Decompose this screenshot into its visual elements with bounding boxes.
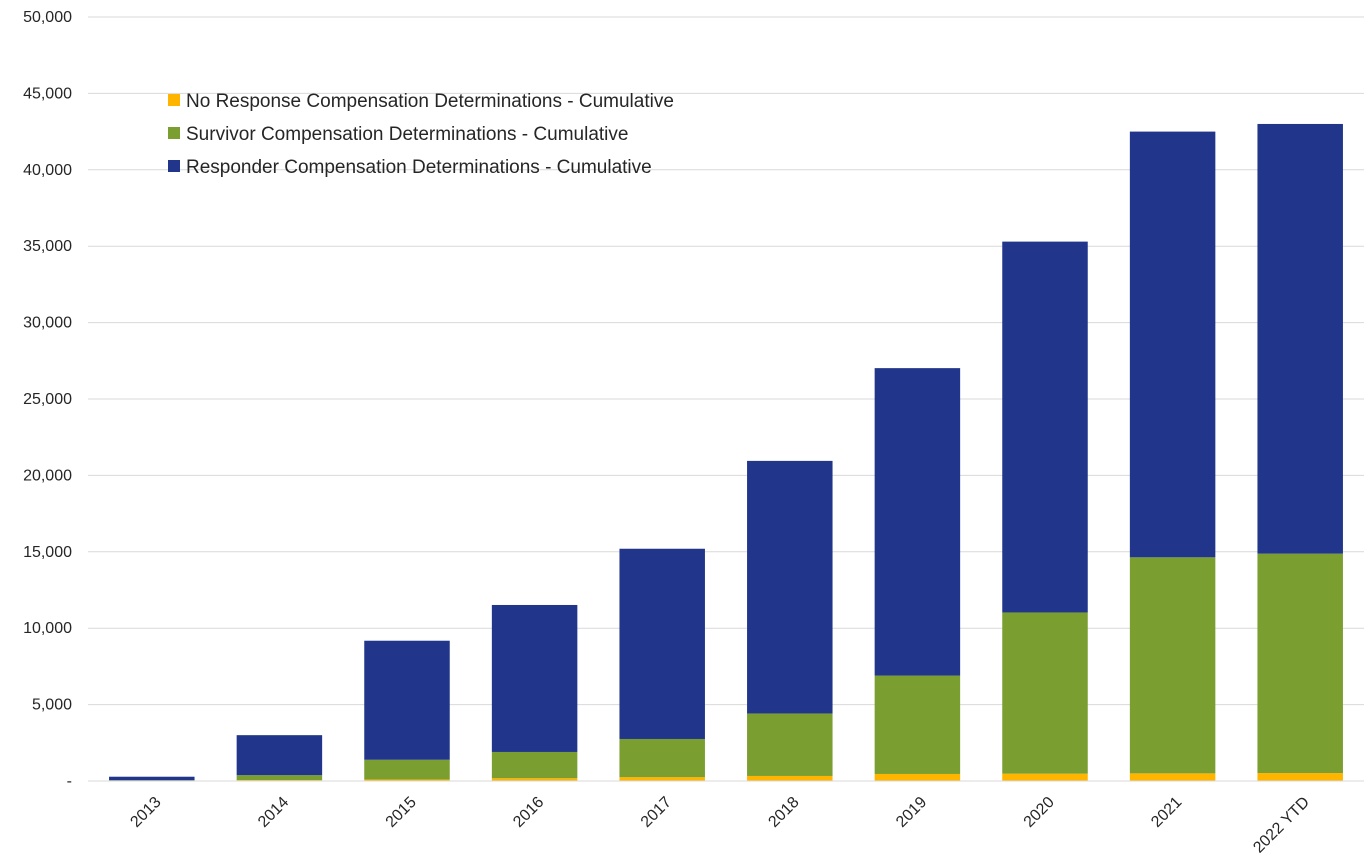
bar-segment-survivor xyxy=(1257,553,1343,774)
legend-swatch xyxy=(168,127,180,139)
bar-segment-survivor xyxy=(1129,557,1216,774)
legend-swatch xyxy=(168,160,180,172)
x-tick-label: 2020 xyxy=(1021,794,1058,831)
legend-label: No Response Compensation Determinations … xyxy=(186,91,674,112)
bar-segment-no-response xyxy=(1002,773,1088,781)
y-tick-label: 25,000 xyxy=(23,391,72,408)
bar-segment-responder xyxy=(236,735,323,776)
y-tick-label: 5,000 xyxy=(32,697,72,714)
bar-segment-survivor xyxy=(491,751,578,779)
x-tick-label: 2013 xyxy=(127,794,164,831)
y-tick-label: 35,000 xyxy=(23,238,72,255)
bar-segment-responder xyxy=(1129,131,1216,558)
x-tick-label: 2016 xyxy=(510,794,547,831)
bar-segment-no-response xyxy=(619,777,705,781)
y-tick-label: 50,000 xyxy=(23,9,72,26)
y-tick-label: 15,000 xyxy=(23,544,72,561)
legend-label: Survivor Compensation Determinations - C… xyxy=(186,124,628,145)
bar-segment-no-response xyxy=(491,778,578,781)
bar-segment-responder xyxy=(874,368,961,676)
y-tick-label: 20,000 xyxy=(23,467,72,484)
y-tick-label: 30,000 xyxy=(23,315,72,332)
y-axis-tick-labels: - 5,000 10,000 15,000 20,000 25,000 30,000 35,0… xyxy=(23,9,72,790)
legend-swatch xyxy=(168,94,180,106)
bar-segment-survivor xyxy=(619,738,705,778)
bar-segment-survivor xyxy=(236,775,323,781)
bar-segment-responder xyxy=(364,640,450,760)
legend: No Response Compensation Determinations … xyxy=(168,91,674,178)
x-tick-label: 2018 xyxy=(765,794,802,831)
x-tick-label: 2017 xyxy=(638,794,675,831)
bar-segment-responder xyxy=(109,776,195,781)
y-tick-label: 40,000 xyxy=(23,162,72,179)
bar-segment-no-response xyxy=(874,773,961,781)
bar-segment-survivor xyxy=(1002,612,1088,774)
y-tick-label: 45,000 xyxy=(23,85,72,102)
bar-segment-responder xyxy=(747,460,833,714)
y-tick-label: 10,000 xyxy=(23,620,72,637)
y-tick-label: - xyxy=(67,773,72,790)
x-tick-label: 2015 xyxy=(383,794,420,831)
x-tick-label: 2021 xyxy=(1148,794,1185,831)
bar-segment-survivor xyxy=(364,759,450,780)
bar-series xyxy=(109,123,1343,781)
legend-label: Responder Compensation Determinations - … xyxy=(186,157,652,178)
x-tick-label: 2022 YTD xyxy=(1250,794,1313,857)
bar-segment-responder xyxy=(1257,123,1343,554)
bar-segment-responder xyxy=(619,548,705,739)
bar-segment-survivor xyxy=(874,675,961,774)
bar-segment-survivor xyxy=(747,713,833,776)
gridlines xyxy=(88,16,1364,706)
bar-segment-no-response xyxy=(747,775,833,781)
bar-segment-no-response xyxy=(364,779,450,781)
bar-segment-responder xyxy=(1002,241,1088,613)
bar-segment-responder xyxy=(491,604,578,752)
x-tick-label: 2019 xyxy=(893,794,930,831)
bar-segment-no-response xyxy=(1257,773,1343,781)
bar-segment-no-response xyxy=(1129,773,1216,781)
x-tick-label: 2014 xyxy=(255,794,292,831)
x-axis-tick-labels: 2013 2014 2015 2016 2017 2018 2019 2020 2021 2022… xyxy=(127,794,1313,857)
